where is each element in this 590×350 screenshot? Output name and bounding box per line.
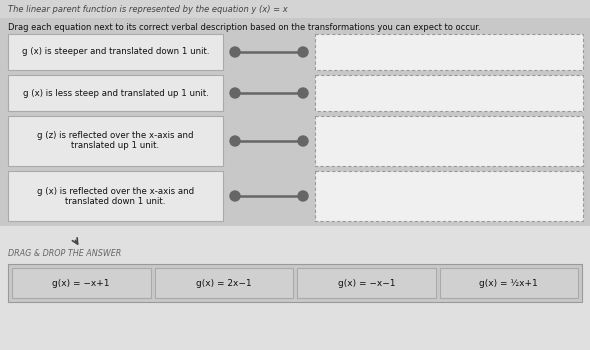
Circle shape	[298, 136, 308, 146]
Circle shape	[230, 88, 240, 98]
Circle shape	[298, 47, 308, 57]
FancyBboxPatch shape	[8, 75, 223, 111]
FancyBboxPatch shape	[155, 268, 293, 298]
Text: translated down 1 unit.: translated down 1 unit.	[65, 196, 166, 205]
Circle shape	[298, 88, 308, 98]
FancyBboxPatch shape	[315, 75, 583, 111]
Text: The linear parent function is represented by the equation y (x) = x: The linear parent function is represente…	[8, 5, 288, 14]
Text: translated up 1 unit.: translated up 1 unit.	[71, 141, 159, 150]
FancyBboxPatch shape	[440, 268, 578, 298]
FancyBboxPatch shape	[8, 116, 223, 166]
FancyBboxPatch shape	[8, 34, 223, 70]
Text: g (x) is reflected over the x-axis and: g (x) is reflected over the x-axis and	[37, 187, 194, 196]
Text: g(x) = ½x+1: g(x) = ½x+1	[479, 279, 538, 287]
Circle shape	[230, 47, 240, 57]
Circle shape	[298, 191, 308, 201]
Circle shape	[230, 191, 240, 201]
Circle shape	[230, 136, 240, 146]
Text: Drag each equation next to its correct verbal description based on the transform: Drag each equation next to its correct v…	[8, 22, 481, 32]
Text: g (x) is steeper and translated down 1 unit.: g (x) is steeper and translated down 1 u…	[22, 48, 209, 56]
Text: g (x) is less steep and translated up 1 unit.: g (x) is less steep and translated up 1 …	[22, 89, 208, 98]
FancyBboxPatch shape	[315, 171, 583, 221]
FancyBboxPatch shape	[12, 268, 150, 298]
FancyBboxPatch shape	[8, 264, 582, 302]
FancyBboxPatch shape	[0, 0, 590, 18]
FancyBboxPatch shape	[0, 226, 590, 350]
FancyBboxPatch shape	[315, 34, 583, 70]
Text: g(x) = 2x−1: g(x) = 2x−1	[196, 279, 251, 287]
Text: DRAG & DROP THE ANSWER: DRAG & DROP THE ANSWER	[8, 250, 122, 259]
FancyBboxPatch shape	[297, 268, 435, 298]
FancyBboxPatch shape	[315, 116, 583, 166]
Text: g(x) = −x+1: g(x) = −x+1	[53, 279, 110, 287]
Text: g (z) is reflected over the x-axis and: g (z) is reflected over the x-axis and	[37, 132, 194, 140]
Text: g(x) = −x−1: g(x) = −x−1	[337, 279, 395, 287]
FancyBboxPatch shape	[8, 171, 223, 221]
